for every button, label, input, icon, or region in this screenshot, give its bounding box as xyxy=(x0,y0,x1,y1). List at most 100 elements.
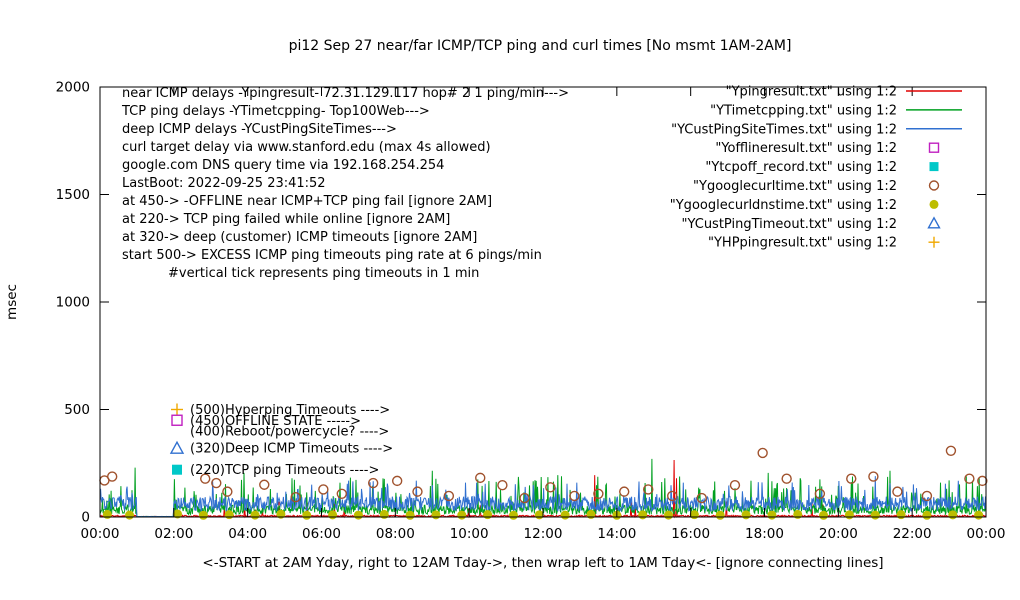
legend-label: "Ytcpoff_record.txt" using 1:2 xyxy=(705,160,897,175)
x-tick-label: 20:00 xyxy=(819,526,858,542)
Ygooglecurldnstime-point xyxy=(276,509,286,519)
Ygooglecurltime-point xyxy=(259,479,270,490)
Ygooglecurltime-point xyxy=(964,473,975,484)
info-line: start 500-> EXCESS ICMP ping timeouts pi… xyxy=(122,248,542,263)
plot-area: 0 500 1000 1500 2000 00:00 02:00 04:00 06:00 08:0… xyxy=(56,80,1006,543)
Ygooglecurldnstime-point xyxy=(741,510,751,520)
Ygooglecurltime-point xyxy=(475,472,486,484)
Ygooglecurldnstime-point xyxy=(431,510,441,520)
Ygooglecurldnstime-point xyxy=(819,510,829,520)
info-line: at 450-> -OFFLINE near ICMP+TCP ping fai… xyxy=(122,194,492,209)
Ygooglecurldnstime-point xyxy=(328,510,338,520)
Ygooglecurltime-point xyxy=(814,488,826,499)
info-line: #vertical tick represents ping timeouts … xyxy=(168,266,479,281)
legend-label: "Ygooglecurldnstime.txt" using 1:2 xyxy=(670,198,897,213)
Ygooglecurltime-point xyxy=(222,486,233,497)
y-tick-label: 1500 xyxy=(56,187,90,203)
Ygooglecurltime-point xyxy=(545,482,556,493)
Ygooglecurldnstime-point xyxy=(353,510,363,520)
Ygooglecurltime-point xyxy=(892,486,903,497)
Ygooglecurltime-point xyxy=(367,477,379,489)
legend-label: "Ygooglecurltime.txt" using 1:2 xyxy=(693,179,897,194)
Ygooglecurldnstime-point xyxy=(974,510,984,520)
series-Ygooglecurltime-points xyxy=(99,445,988,504)
Ygooglecurltime-point xyxy=(497,479,508,491)
Ygooglecurldnstime-point xyxy=(483,510,493,520)
Ygooglecurltime-point xyxy=(696,492,707,504)
level-annotation: (220)TCP ping Timeouts ----> xyxy=(190,463,379,478)
x-tick-label: 12:00 xyxy=(524,526,563,542)
y-tick-label: 2000 xyxy=(56,80,90,96)
Ygooglecurltime-point xyxy=(945,445,957,456)
legend-label: "YHPpingresult.txt" using 1:2 xyxy=(708,236,897,251)
Ygooglecurldnstime-point xyxy=(102,509,112,519)
Ygooglecurltime-point xyxy=(868,471,879,482)
Ygooglecurldnstime-point xyxy=(508,510,518,520)
Ygooglecurldnstime-point xyxy=(689,510,699,520)
Ygooglecurltime-point xyxy=(336,488,348,499)
Ygooglecurltime-point xyxy=(619,486,630,497)
level-annotation: (320)Deep ICMP Timeouts ----> xyxy=(190,442,393,457)
Ygooglecurldnstime-point xyxy=(767,510,777,520)
x-tick-label: 02:00 xyxy=(154,526,193,542)
x-tick-label: 22:00 xyxy=(893,526,932,542)
legend-marker-sample xyxy=(928,142,940,153)
info-line: at 320-> deep (customer) ICMP timeouts [… xyxy=(122,230,477,245)
y-tick-label: 500 xyxy=(64,402,90,418)
filled-square-level-marker xyxy=(172,464,182,475)
info-line: curl target delay via www.stanford.edu (… xyxy=(122,140,491,155)
Ygooglecurltime-point xyxy=(921,490,933,502)
info-line: at 220-> TCP ping failed while online [i… xyxy=(122,212,450,227)
Ygooglecurltime-point xyxy=(729,479,741,491)
Ygooglecurltime-point xyxy=(200,473,211,484)
Ygooglecurltime-point xyxy=(593,488,604,499)
Ygooglecurltime-point xyxy=(569,490,580,502)
Ygooglecurldnstime-point xyxy=(715,510,725,520)
Ygooglecurldnstime-point xyxy=(870,510,880,520)
info-line: google.com DNS query time via 192.168.25… xyxy=(122,158,444,173)
legend-marker-sample xyxy=(929,199,939,209)
y-tick-label: 1000 xyxy=(56,295,90,311)
info-line: LastBoot: 2022-09-25 23:41:52 xyxy=(122,176,326,191)
x-tick-label: 00:00 xyxy=(81,526,120,542)
Ygooglecurltime-point xyxy=(757,447,768,459)
Ygooglecurldnstime-point xyxy=(198,510,208,520)
Ygooglecurldnstime-point xyxy=(173,509,183,519)
Ygooglecurldnstime-point xyxy=(560,510,570,520)
Ygooglecurltime-point xyxy=(643,484,654,495)
y-axis-title: msec xyxy=(4,284,20,320)
Ygooglecurldnstime-point xyxy=(250,510,260,520)
info-line: TCP ping delays -YTimetcpping- Top100Web… xyxy=(121,104,430,119)
level-annotation: (450)OFFLINE STATE -----> xyxy=(190,414,361,429)
chart-title: pi12 Sep 27 near/far ICMP/TCP ping and c… xyxy=(289,38,792,54)
Ygooglecurldnstime-point xyxy=(664,510,674,520)
Ygooglecurldnstime-point xyxy=(457,510,467,520)
x-tick-label: 18:00 xyxy=(745,526,784,542)
info-line: deep ICMP delays -YCustPingSiteTimes---> xyxy=(122,122,397,137)
Ygooglecurltime-point xyxy=(781,473,792,484)
open-triangle-level-marker xyxy=(169,440,185,454)
legend-marker-sample xyxy=(928,180,940,191)
Ygooglecurltime-point xyxy=(318,484,329,495)
Ygooglecurltime-point xyxy=(106,471,118,482)
Ygooglecurltime-point xyxy=(391,475,403,487)
Ygooglecurldnstime-point xyxy=(586,509,596,519)
Ygooglecurldnstime-point xyxy=(405,510,415,520)
Ygooglecurltime-point xyxy=(443,490,455,502)
Ygooglecurltime-point xyxy=(211,477,222,489)
Ygooglecurltime-point xyxy=(977,475,988,487)
x-axis-title: <-START at 2AM Yday, right to 12AM Tday-… xyxy=(202,555,883,571)
Ygooglecurltime-point xyxy=(412,486,423,497)
legend-label: "YCustPingTimeout.txt" using 1:2 xyxy=(682,217,897,232)
legend-label: "YTimetcpping.txt" using 1:2 xyxy=(710,103,897,118)
Ygooglecurldnstime-point xyxy=(534,510,544,520)
x-tick-label: 06:00 xyxy=(302,526,341,542)
x-tick-label: 00:00 xyxy=(967,526,1006,542)
y-tick-label: 0 xyxy=(81,510,90,526)
Ygooglecurldnstime-point xyxy=(379,509,389,519)
Ygooglecurltime-point xyxy=(290,492,301,503)
Ygooglecurldnstime-point xyxy=(896,510,906,520)
legend-label: "Yofflineresult.txt" using 1:2 xyxy=(715,141,897,156)
